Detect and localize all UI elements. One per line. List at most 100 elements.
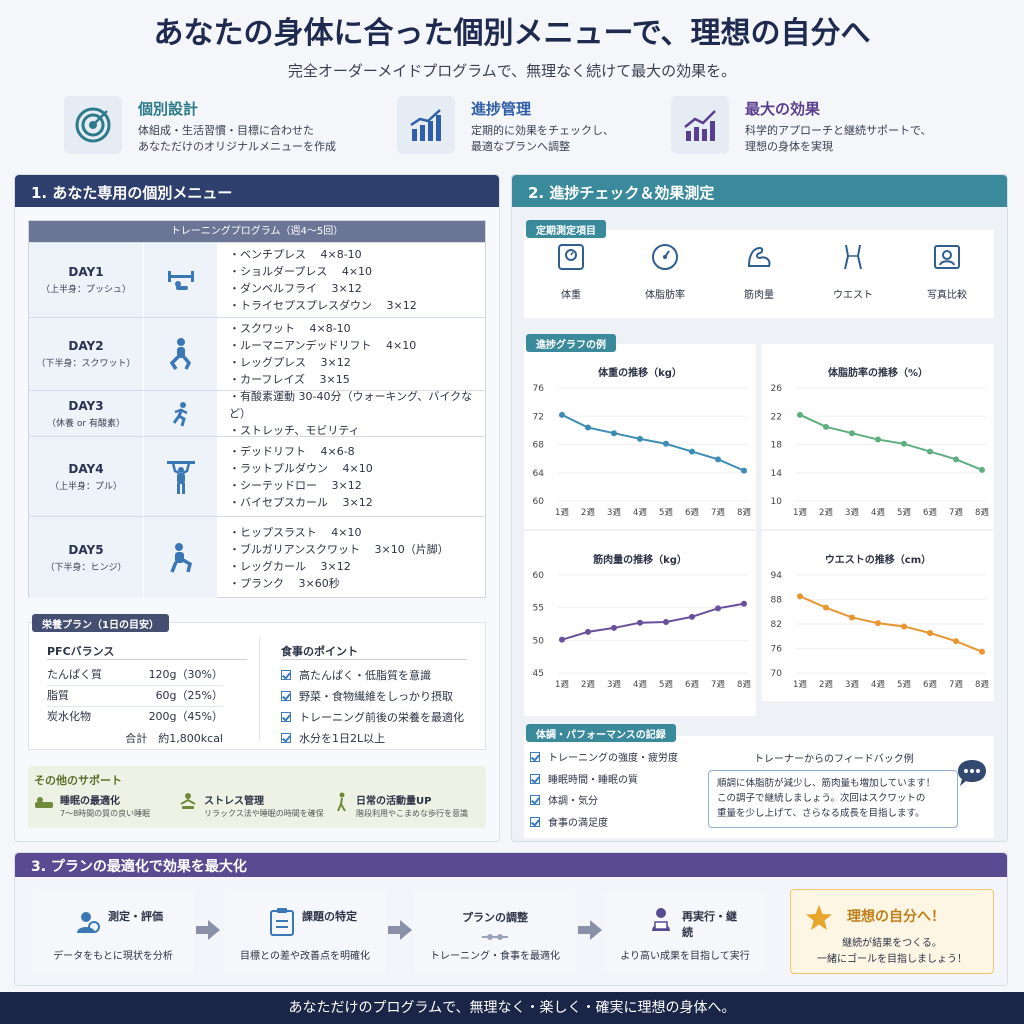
exercise-item: ・ダンベルフライ 3×12 xyxy=(229,282,362,295)
data-point xyxy=(715,456,721,463)
day-name: DAY5 xyxy=(68,542,104,557)
table-row: DAY5 （下半身：ヒンジ） ・ヒップスラスト 4×10 ・ブルガリアンスクワット … xyxy=(29,516,485,598)
arrow-right-icon xyxy=(388,920,412,940)
data-point xyxy=(585,628,591,635)
data-point xyxy=(559,636,565,643)
checkbox-icon xyxy=(281,691,291,701)
star-icon xyxy=(805,904,833,936)
day-name: DAY4 xyxy=(68,461,104,476)
exercise-item: ・トライセプスプレスダウン 3×12 xyxy=(229,299,417,312)
feature-progress-management: 進捗管理 定期的に効果をチェックし、 最適なプランへ調整 xyxy=(397,96,727,158)
step-item: 測定・評価 データをもとに現状を分析 xyxy=(32,891,194,974)
chart-title: ウエストの推移（cm） xyxy=(824,555,932,566)
exercise-item: ・ヒップスラスト 4×10 xyxy=(229,525,362,539)
exercise-item: ・ブルガリアンスクワット 3×10（片脚） xyxy=(229,542,449,556)
feature-max-effect: 最大の効果 科学的アプローチと継続サポートで、 理想の身体を実現 xyxy=(671,96,1001,158)
sleep-icon xyxy=(34,794,54,814)
feature-desc-line: 体組成・生活習慣・目標に合わせた xyxy=(138,124,314,137)
chart-muscle-svg: 45 50 55 60 1週 2週 3週 4週 5週 6週 7週 8週 xyxy=(533,571,752,690)
x-tick-label: 2週 xyxy=(581,680,595,690)
data-point xyxy=(559,411,565,418)
checkbox-icon xyxy=(281,733,291,743)
pfc-title: PFCバランス xyxy=(47,645,115,658)
x-tick-label: 5週 xyxy=(659,680,673,690)
data-point xyxy=(663,440,669,447)
data-point xyxy=(689,448,695,455)
record-item: 睡眠時間・睡眠の質 xyxy=(530,770,678,792)
feedback-bubble: 順調に体脂肪が減少し、筋肉量も増加しています！ この調子で継続しましょう。次回は… xyxy=(708,770,958,828)
chart-title: 体重の推移（kg） xyxy=(598,368,682,379)
y-tick-label: 26 xyxy=(771,384,783,394)
record-item: 体調・気分 xyxy=(530,791,678,813)
data-point xyxy=(637,619,643,626)
x-tick-label: 1週 xyxy=(555,680,569,690)
chart-title: 筋肉量の推移（kg） xyxy=(593,555,687,566)
chart-waist: ウエストの推移（cm） 70 76 82 88 94 1週 2週 3週 4週 5週 6週 7週 8週 xyxy=(762,531,994,701)
other-support: その他のサポート 睡眠の最適化 7〜8時間の質の良い睡眠 ストレス管理 リラック… xyxy=(28,766,486,828)
feature-desc-line: 定期的に効果をチェックし、 xyxy=(471,124,614,137)
record-item: トレーニングの強度・疲労度 xyxy=(530,748,678,770)
feature-desc-line: 科学的アプローチと継続サポートで、 xyxy=(745,124,932,137)
step-item: 再実行・継続 より高い成果を目指して実行 xyxy=(604,891,766,974)
meal-point: 水分を1日2L以上 xyxy=(281,728,464,749)
x-tick-label: 7週 xyxy=(711,680,725,690)
analysis-icon xyxy=(72,907,102,941)
measure-item: 体重 xyxy=(531,242,611,301)
y-tick-label: 14 xyxy=(771,469,783,479)
record-tag: 体調・パフォーマンスの記録 xyxy=(526,724,676,742)
x-tick-label: 3週 xyxy=(845,508,859,518)
data-point xyxy=(901,440,907,447)
exercise-item: ・シーテッドロー 3×12 xyxy=(229,478,362,492)
x-tick-label: 4週 xyxy=(871,508,885,518)
checkbox-icon xyxy=(530,752,540,762)
exercise-item: ・ルーマニアンデッドリフト 4×10 xyxy=(229,339,417,352)
data-point xyxy=(927,629,933,636)
data-point xyxy=(797,411,803,418)
day-sub: （下半身：ヒンジ） xyxy=(45,562,127,573)
data-point xyxy=(979,648,985,655)
meal-point: 野菜・食物繊維をしっかり摂取 xyxy=(281,686,464,707)
x-tick-label: 6週 xyxy=(923,508,937,518)
x-tick-label: 3週 xyxy=(607,680,621,690)
target-icon xyxy=(64,96,122,154)
nutrition-plan: PFCバランス たんぱく質 120g（30%） 脂質 60g（25%） 炭水化物 20… xyxy=(28,622,486,750)
relax-icon xyxy=(178,792,198,816)
measure-item: 筋肉量 xyxy=(719,242,799,301)
pfc-row: 脂質 60g（25%） xyxy=(47,686,223,707)
x-tick-label: 6週 xyxy=(923,680,937,690)
day-sub: （上半身：プッシュ） xyxy=(40,285,131,295)
measure-item: 写真比較 xyxy=(907,242,987,301)
checkbox-icon xyxy=(530,816,540,827)
checkbox-icon xyxy=(281,712,291,722)
x-tick-label: 6週 xyxy=(685,508,699,518)
x-tick-label: 5週 xyxy=(897,508,911,518)
y-tick-label: 22 xyxy=(771,412,782,422)
y-tick-label: 82 xyxy=(771,620,782,630)
data-point xyxy=(715,605,721,612)
exercise-item: ・レッグカール 3×12 xyxy=(229,559,351,573)
table-row: DAY3 （休養 or 有酸素） ・有酸素運動 30-40分（ウォーキング、バイク… xyxy=(29,390,485,437)
running-icon xyxy=(143,391,217,436)
hip-thrust-icon xyxy=(143,517,217,598)
y-tick-label: 60 xyxy=(533,497,545,507)
chart-weight: 体重の推移（kg） 60 64 68 72 76 1週 2週 3週 4週 5週 6週 7週 8週 xyxy=(524,344,756,529)
data-point xyxy=(585,424,591,431)
y-tick-label: 55 xyxy=(533,604,544,614)
series-line xyxy=(799,595,983,653)
day-sub: （下半身：スクワット） xyxy=(36,359,136,369)
table-row: DAY2 （下半身：スクワット） ・スクワット 4×8-10 ・ルーマニアンデッドリ… xyxy=(29,317,485,390)
exercise-item: ・ショルダープレス 4×10 xyxy=(229,265,373,278)
data-point xyxy=(741,600,747,607)
bench-press-icon xyxy=(143,243,217,317)
data-point xyxy=(979,466,985,473)
data-point xyxy=(611,624,617,631)
x-tick-label: 4週 xyxy=(633,508,647,518)
clipboard-icon xyxy=(268,907,296,941)
x-tick-label: 1週 xyxy=(793,508,807,518)
record-item: 食事の満足度 xyxy=(530,813,678,835)
exercise-item: ・ラットプルダウン 4×10 xyxy=(229,461,373,475)
exercise-item: ・有酸素運動 30-40分（ウォーキング、バイクなど） xyxy=(229,390,473,420)
y-tick-label: 70 xyxy=(771,669,783,679)
y-tick-label: 10 xyxy=(771,497,783,507)
feature-title: 個別設計 xyxy=(138,100,199,118)
